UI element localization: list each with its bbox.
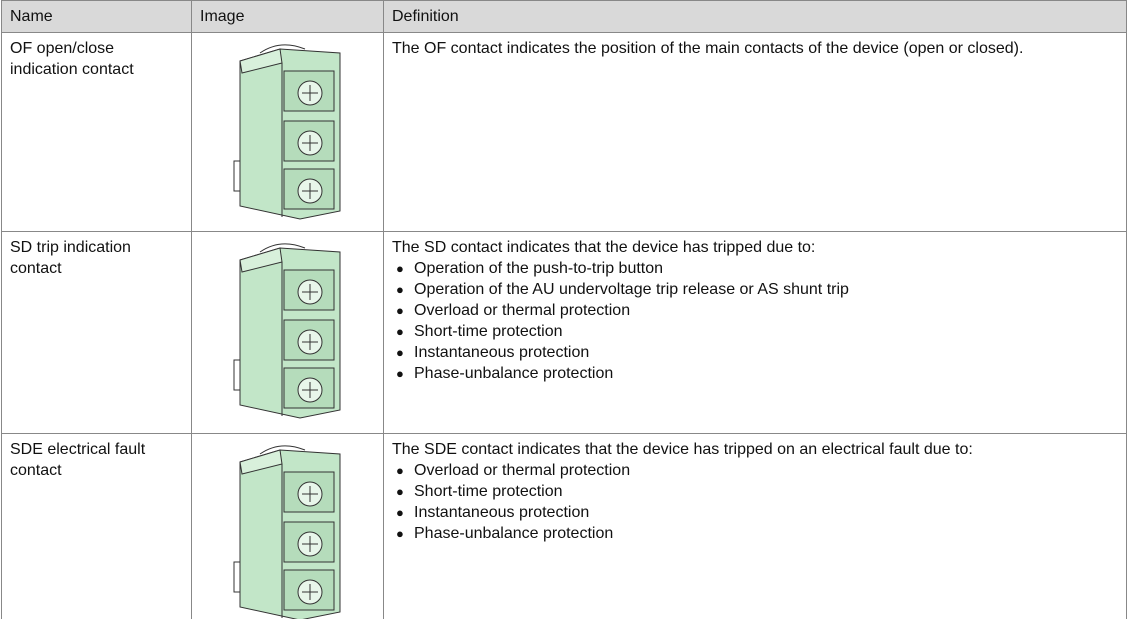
- bullet-item: Operation of the AU undervoltage trip re…: [396, 279, 1118, 300]
- name-cell: SDE electrical fault contact: [1, 433, 192, 619]
- bullet-item: Instantaneous protection: [396, 502, 1118, 523]
- definition-text: The SDE contact indicates that the devic…: [392, 441, 973, 458]
- table-body: OF open/close indication contact The OF c…: [1, 32, 1127, 619]
- contact-image: [233, 243, 341, 419]
- header-cell: Definition: [383, 0, 1127, 33]
- bullet-item: Overload or thermal protection: [396, 300, 1118, 321]
- definition-cell: The OF contact indicates the position of…: [383, 32, 1127, 232]
- bullet-list: Overload or thermal protectionShort-time…: [392, 460, 1118, 544]
- header-cell: Image: [191, 0, 384, 33]
- bullet-item: Phase-unbalance protection: [396, 523, 1118, 544]
- row: OF open/close indication contact The OF c…: [1, 32, 1127, 232]
- definition-text: The OF contact indicates the position of…: [392, 40, 1024, 57]
- name-cell: SD trip indication contact: [1, 231, 192, 434]
- bullet-list: Operation of the push-to-trip buttonOper…: [392, 258, 1118, 384]
- bullet-item: Instantaneous protection: [396, 342, 1118, 363]
- contact-image: [233, 445, 341, 619]
- row: SDE electrical fault contact The SDE cont…: [1, 433, 1127, 619]
- bullet-item: Short-time protection: [396, 321, 1118, 342]
- bullet-item: Overload or thermal protection: [396, 460, 1118, 481]
- contact-image: [233, 44, 341, 220]
- header-row: Name Image Definition: [1, 0, 1127, 33]
- definition-cell: The SD contact indicates that the device…: [383, 231, 1127, 434]
- bullet-item: Short-time protection: [396, 481, 1118, 502]
- name-cell: OF open/close indication contact: [1, 32, 192, 232]
- definition-cell: The SDE contact indicates that the devic…: [383, 433, 1127, 619]
- image-cell: [191, 231, 384, 434]
- image-cell: [191, 433, 384, 619]
- bullet-item: Operation of the push-to-trip button: [396, 258, 1118, 279]
- definition-text: The SD contact indicates that the device…: [392, 239, 816, 256]
- row: SD trip indication contact The SD contact…: [1, 231, 1127, 434]
- image-cell: [191, 32, 384, 232]
- header-cell: Name: [1, 0, 192, 33]
- bullet-item: Phase-unbalance protection: [396, 363, 1118, 384]
